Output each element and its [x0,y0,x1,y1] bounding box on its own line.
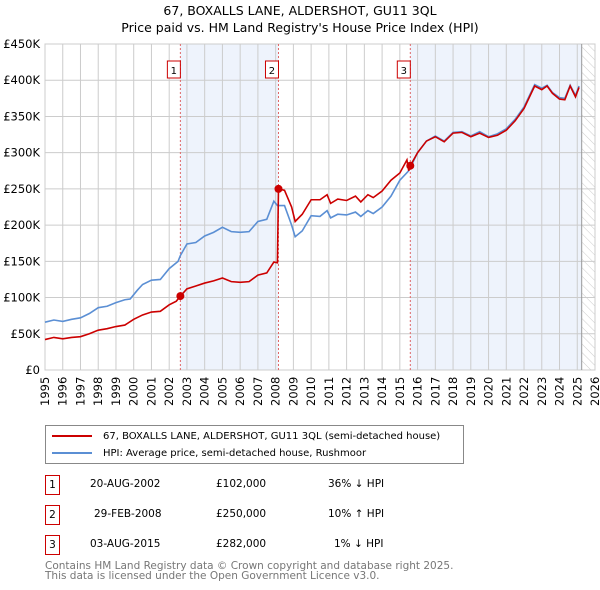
x-tick-label: 2011 [322,377,336,406]
footer-line: Contains HM Land Registry data © Crown c… [45,560,454,572]
sale-price: £282,000 [216,538,267,550]
sale-row: 2 29-FEB-2008 £250,000 10% ↑ HPI [45,505,445,525]
sale-hpi-diff: 36% ↓ HPI [328,478,385,490]
sale-point [176,292,185,301]
y-tick-label: £100K [3,291,40,305]
sale-price: £102,000 [216,478,267,490]
y-tick-label: £250K [3,182,40,196]
y-tick-label: £200K [3,218,40,232]
x-tick-label: 1995 [38,377,52,406]
x-tick-label: 2017 [428,377,442,406]
sale-point [274,184,283,193]
sale-label-box [396,60,411,79]
y-tick-label: £300K [3,146,40,160]
x-tick-label: 2018 [446,377,460,406]
y-tick-label: £150K [3,254,40,268]
red-line-swatch [52,435,92,437]
sale-date: 03-AUG-2015 [90,538,161,550]
chart-title: 67, BOXALLS LANE, ALDERSHOT, GU11 3QL Pr… [0,2,600,36]
legend-item-hpi: HPI: Average price, semi-detached house,… [46,445,366,461]
sale-number: 1 [45,475,60,495]
footer-line: This data is licensed under the Open Gov… [45,570,380,582]
sale-number: 3 [45,535,60,555]
sale-label-box [264,60,279,79]
sale-hpi-diff: 1% ↓ HPI [334,538,384,550]
x-tick-label: 2023 [535,377,549,406]
y-tick-label: £400K [3,73,40,87]
sale-date: 20-AUG-2002 [90,478,161,490]
sale-point [406,161,415,170]
footer: Contains HM Land Registry data © Crown c… [45,560,454,582]
x-tick-label: 2009 [286,377,300,406]
x-tick-label: 1997 [73,377,87,406]
sale-row: 3 03-AUG-2015 £282,000 1% ↓ HPI [45,535,445,555]
x-tick-label: 2002 [162,377,176,406]
x-tick-label: 1998 [91,377,105,406]
x-tick-label: 2024 [553,377,567,406]
x-tick-label: 2020 [482,377,496,406]
y-tick-label: £350K [3,109,40,123]
x-tick-label: 2013 [357,377,371,406]
x-tick-label: 2004 [198,377,212,406]
sale-row: 1 20-AUG-2002 £102,000 36% ↓ HPI [45,475,445,495]
property-price-line [44,84,580,341]
sale-label: 2 [269,66,275,77]
blue-line-swatch [52,452,92,454]
shaded-region [180,44,279,370]
legend: 67, BOXALLS LANE, ALDERSHOT, GU11 3QL (s… [45,425,464,464]
sale-label-box [166,60,181,79]
x-tick-label: 2003 [180,377,194,406]
sale-label: 1 [171,66,177,77]
x-tick-label: 1996 [56,377,70,406]
x-tick-label: 2021 [499,377,513,406]
sale-date: 29-FEB-2008 [94,508,162,520]
sale-number: 2 [45,505,60,525]
x-tick-label: 2019 [464,377,478,406]
y-tick-label: £450K [3,37,40,51]
x-tick-label: 2006 [233,377,247,406]
legend-item-property: 67, BOXALLS LANE, ALDERSHOT, GU11 3QL (s… [46,428,440,444]
x-tick-label: 2025 [570,377,584,406]
x-tick-label: 1999 [109,377,123,406]
forecast-hatch [581,44,595,370]
legend-label: HPI: Average price, semi-detached house,… [103,447,367,459]
x-tick-label: 2005 [215,377,229,406]
y-tick-label: £50K [11,327,41,341]
x-tick-label: 2001 [144,377,158,406]
plot-frame [44,43,596,371]
price-chart: 1995 1996 1997 1998 1999 2000 2001 2002 2003 2004… [3,37,600,406]
shaded-region [410,44,582,370]
x-tick-label: 2012 [340,377,354,406]
title-line: 67, BOXALLS LANE, ALDERSHOT, GU11 3QL [163,3,437,18]
x-tick-label: 2000 [127,377,141,406]
x-tick-label: 2014 [375,377,389,406]
x-tick-label: 2016 [411,377,425,406]
x-tick-label: 2008 [269,377,283,406]
legend-label: 67, BOXALLS LANE, ALDERSHOT, GU11 3QL (s… [103,430,441,442]
hpi-line [44,83,580,323]
sale-price: £250,000 [216,508,267,520]
x-tick-label: 2007 [251,377,265,406]
subtitle-line: Price paid vs. HM Land Registry's House … [121,20,479,35]
x-tick-label: 2022 [517,377,531,406]
sale-label: 3 [401,66,407,77]
sale-hpi-diff: 10% ↑ HPI [328,508,385,520]
y-tick-label: £0 [25,363,40,377]
x-tick-label: 2026 [588,377,600,406]
x-tick-label: 2015 [393,377,407,406]
x-tick-label: 2010 [304,377,318,406]
